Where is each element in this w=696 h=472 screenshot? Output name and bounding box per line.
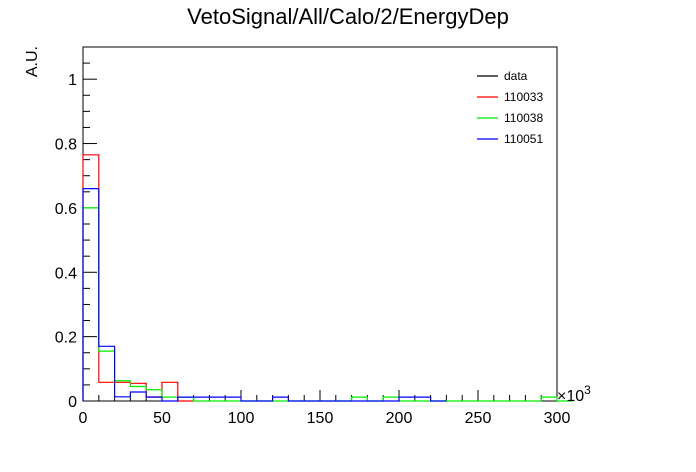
legend-label-data: data	[504, 69, 528, 83]
series-layer	[82, 154, 573, 402]
legend-label-110051: 110051	[504, 132, 543, 146]
x-tick-label: 250	[465, 410, 492, 427]
x-tick-label: 300	[544, 410, 571, 427]
x-tick-label: 100	[228, 410, 255, 427]
y-tick-label: 0	[68, 394, 77, 411]
y-tick-label: 0.6	[55, 201, 77, 218]
y-axis: 0 0.2 0.4 0.6 0.8 1	[55, 46, 97, 411]
legend-label-110038: 110038	[504, 111, 543, 125]
y-tick-label: 0.8	[55, 137, 77, 154]
y-tick-label: 1	[68, 72, 77, 89]
legend: data 110033 110038 110051	[477, 69, 543, 146]
x-multiplier-exponent: 3	[584, 383, 591, 397]
x-axis-multiplier: ×103	[557, 383, 591, 405]
x-multiplier-base: ×10	[557, 388, 584, 405]
chart-title: VetoSignal/All/Calo/2/EnergyDep	[187, 4, 509, 29]
x-tick-label: 0	[79, 410, 88, 427]
x-tick-label: 200	[386, 410, 413, 427]
legend-label-110033: 110033	[504, 90, 543, 104]
x-axis: 0 50 100 150 200 250 300	[79, 390, 571, 427]
x-tick-label: 50	[153, 410, 171, 427]
x-tick-label: 150	[307, 410, 334, 427]
series-110051-histogram	[82, 188, 447, 402]
y-tick-label: 0.4	[55, 265, 77, 282]
y-axis-title: A.U.	[24, 46, 41, 77]
y-tick-label: 0.2	[55, 330, 77, 347]
